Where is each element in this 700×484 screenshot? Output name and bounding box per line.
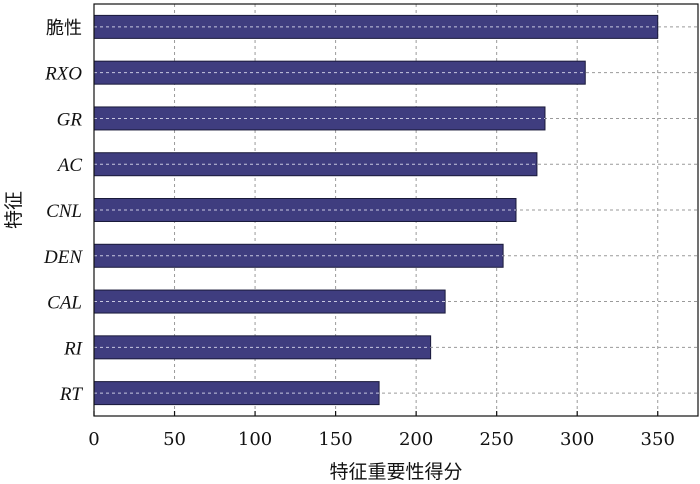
bar-grid-overlay [94, 26, 658, 394]
category-label: RXO [44, 64, 82, 85]
x-tick-label: 350 [641, 429, 675, 450]
x-ticks: 0 50 100 150 200 250 300 350 [88, 411, 675, 450]
x-tick-label: 300 [560, 429, 594, 450]
category-label: AC [56, 155, 83, 176]
category-label: CAL [47, 293, 82, 314]
x-tick-label: 150 [318, 429, 352, 450]
x-axis-title: 特征重要性得分 [329, 461, 462, 483]
x-tick-label: 200 [399, 429, 433, 450]
category-label: DEN [43, 247, 83, 268]
plot-frame [93, 3, 699, 417]
y-category-labels: 脆性 RXO GR AC CNL DEN CAL RI RT [43, 18, 84, 405]
category-label: RI [63, 338, 84, 359]
bars [93, 14, 659, 406]
x-tick-label: 0 [88, 429, 99, 450]
category-label: CNL [46, 201, 82, 222]
x-tick-label: 250 [479, 429, 513, 450]
category-label: GR [57, 109, 83, 130]
x-tick-label: 100 [238, 429, 272, 450]
category-label: RT [59, 384, 84, 405]
x-tick-label: 50 [163, 429, 186, 450]
y-axis-title: 特征 [3, 191, 25, 229]
category-label: 脆性 [46, 18, 82, 39]
